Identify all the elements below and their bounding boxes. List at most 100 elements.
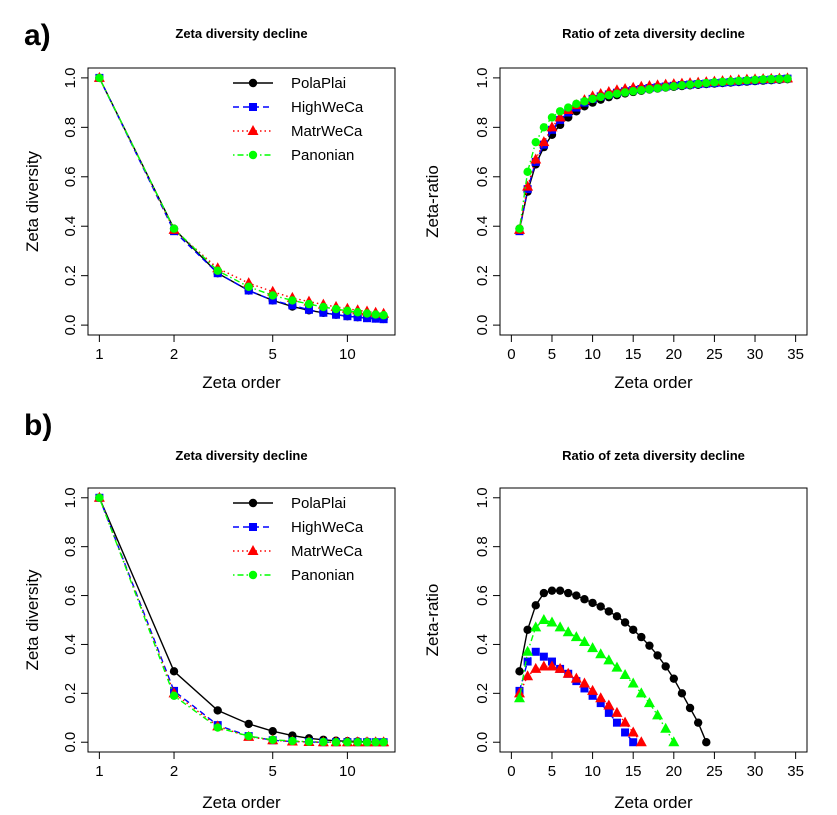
data-point xyxy=(653,84,662,93)
data-point xyxy=(530,153,542,164)
data-point xyxy=(652,709,664,720)
data-point xyxy=(353,313,362,322)
data-point xyxy=(523,167,532,177)
data-point xyxy=(304,305,313,314)
data-point xyxy=(288,296,297,305)
data-point xyxy=(669,674,679,683)
y-tick-label: 0.0 xyxy=(474,732,491,753)
x-tick-label: 10 xyxy=(584,346,601,363)
data-point xyxy=(578,636,590,646)
data-point xyxy=(693,79,703,89)
data-point xyxy=(244,719,253,729)
data-point xyxy=(555,107,565,116)
x-tick-label: 5 xyxy=(269,763,277,780)
x-tick-label: 15 xyxy=(625,763,642,780)
data-point xyxy=(319,308,328,317)
series-MatrWeCa xyxy=(513,660,647,747)
data-point xyxy=(604,90,614,100)
x-tick-label: 35 xyxy=(787,763,804,780)
data-point xyxy=(304,299,314,309)
legend-label: PolaPlai xyxy=(291,495,346,512)
data-point xyxy=(319,302,328,312)
data-point xyxy=(268,727,277,736)
data-point xyxy=(611,661,623,672)
data-point xyxy=(562,667,574,678)
y-tick-label: 0.0 xyxy=(62,315,79,336)
data-point xyxy=(555,586,565,595)
y-tick-label: 0.2 xyxy=(62,683,79,704)
data-point xyxy=(580,684,589,693)
legend-marker xyxy=(248,78,258,88)
legend-label: HighWeCa xyxy=(291,99,364,116)
data-point xyxy=(604,607,614,616)
data-point xyxy=(244,282,253,291)
x-axis-label: Zeta order xyxy=(614,793,693,812)
data-point xyxy=(783,74,792,83)
data-point xyxy=(702,78,711,88)
data-point xyxy=(572,99,581,109)
data-point xyxy=(677,689,687,698)
data-point xyxy=(522,645,534,656)
plot-title: Ratio of zeta diversity decline xyxy=(562,448,745,463)
data-point xyxy=(595,692,607,703)
data-point xyxy=(635,736,647,747)
data-point xyxy=(213,723,222,732)
data-point xyxy=(580,595,589,604)
plot-frame xyxy=(87,487,396,753)
y-tick-label: 1.0 xyxy=(474,67,491,88)
data-point xyxy=(213,706,222,715)
plot-title: Ratio of zeta diversity decline xyxy=(562,26,745,41)
legend: PolaPlai HighWeCa MatrWeCa Panonian xyxy=(233,495,364,584)
data-point xyxy=(612,89,622,98)
data-point xyxy=(750,75,760,85)
data-point xyxy=(319,737,328,747)
legend-label: PolaPlai xyxy=(291,75,346,92)
data-point xyxy=(661,662,670,671)
data-point xyxy=(596,699,605,708)
series-PolaPlai xyxy=(515,586,711,747)
data-point xyxy=(734,76,743,86)
data-point xyxy=(604,708,613,717)
data-point xyxy=(612,612,622,621)
data-point xyxy=(742,76,752,85)
data-point xyxy=(572,591,581,600)
data-point xyxy=(546,121,558,132)
data-point xyxy=(710,78,719,87)
data-point xyxy=(539,652,548,661)
x-tick-label: 5 xyxy=(548,763,556,780)
y-tick-label: 0.0 xyxy=(62,732,79,753)
legend-label: MatrWeCa xyxy=(291,543,363,560)
data-point xyxy=(685,703,695,713)
x-tick-label: 0 xyxy=(507,346,515,363)
x-axis-label: Zeta order xyxy=(202,373,281,392)
data-point xyxy=(693,718,703,727)
series-Panonian xyxy=(515,74,792,233)
legend-marker xyxy=(249,523,257,531)
y-tick-label: 1.0 xyxy=(62,487,79,508)
data-point xyxy=(620,88,630,97)
data-point xyxy=(538,136,550,147)
data-point xyxy=(95,73,104,83)
y-axis-label: Zeta diversity xyxy=(23,569,42,671)
data-point xyxy=(547,113,557,122)
data-point xyxy=(538,660,550,671)
y-tick-label: 0.2 xyxy=(62,265,79,286)
x-tick-label: 35 xyxy=(787,346,804,363)
x-tick-label: 2 xyxy=(170,346,178,363)
x-tick-label: 10 xyxy=(339,346,356,363)
data-point xyxy=(588,598,597,608)
panel-label-b: b) xyxy=(24,409,52,442)
data-point xyxy=(513,692,525,703)
x-tick-label: 20 xyxy=(665,346,682,363)
legend-marker xyxy=(247,125,259,135)
data-point xyxy=(570,631,582,642)
y-tick-label: 1.0 xyxy=(474,487,491,508)
data-point xyxy=(668,736,680,747)
x-tick-label: 25 xyxy=(706,346,723,363)
data-point xyxy=(562,626,574,637)
data-point xyxy=(522,670,534,681)
data-point xyxy=(268,735,277,744)
y-axis-label: Zeta-ratio xyxy=(423,165,442,238)
